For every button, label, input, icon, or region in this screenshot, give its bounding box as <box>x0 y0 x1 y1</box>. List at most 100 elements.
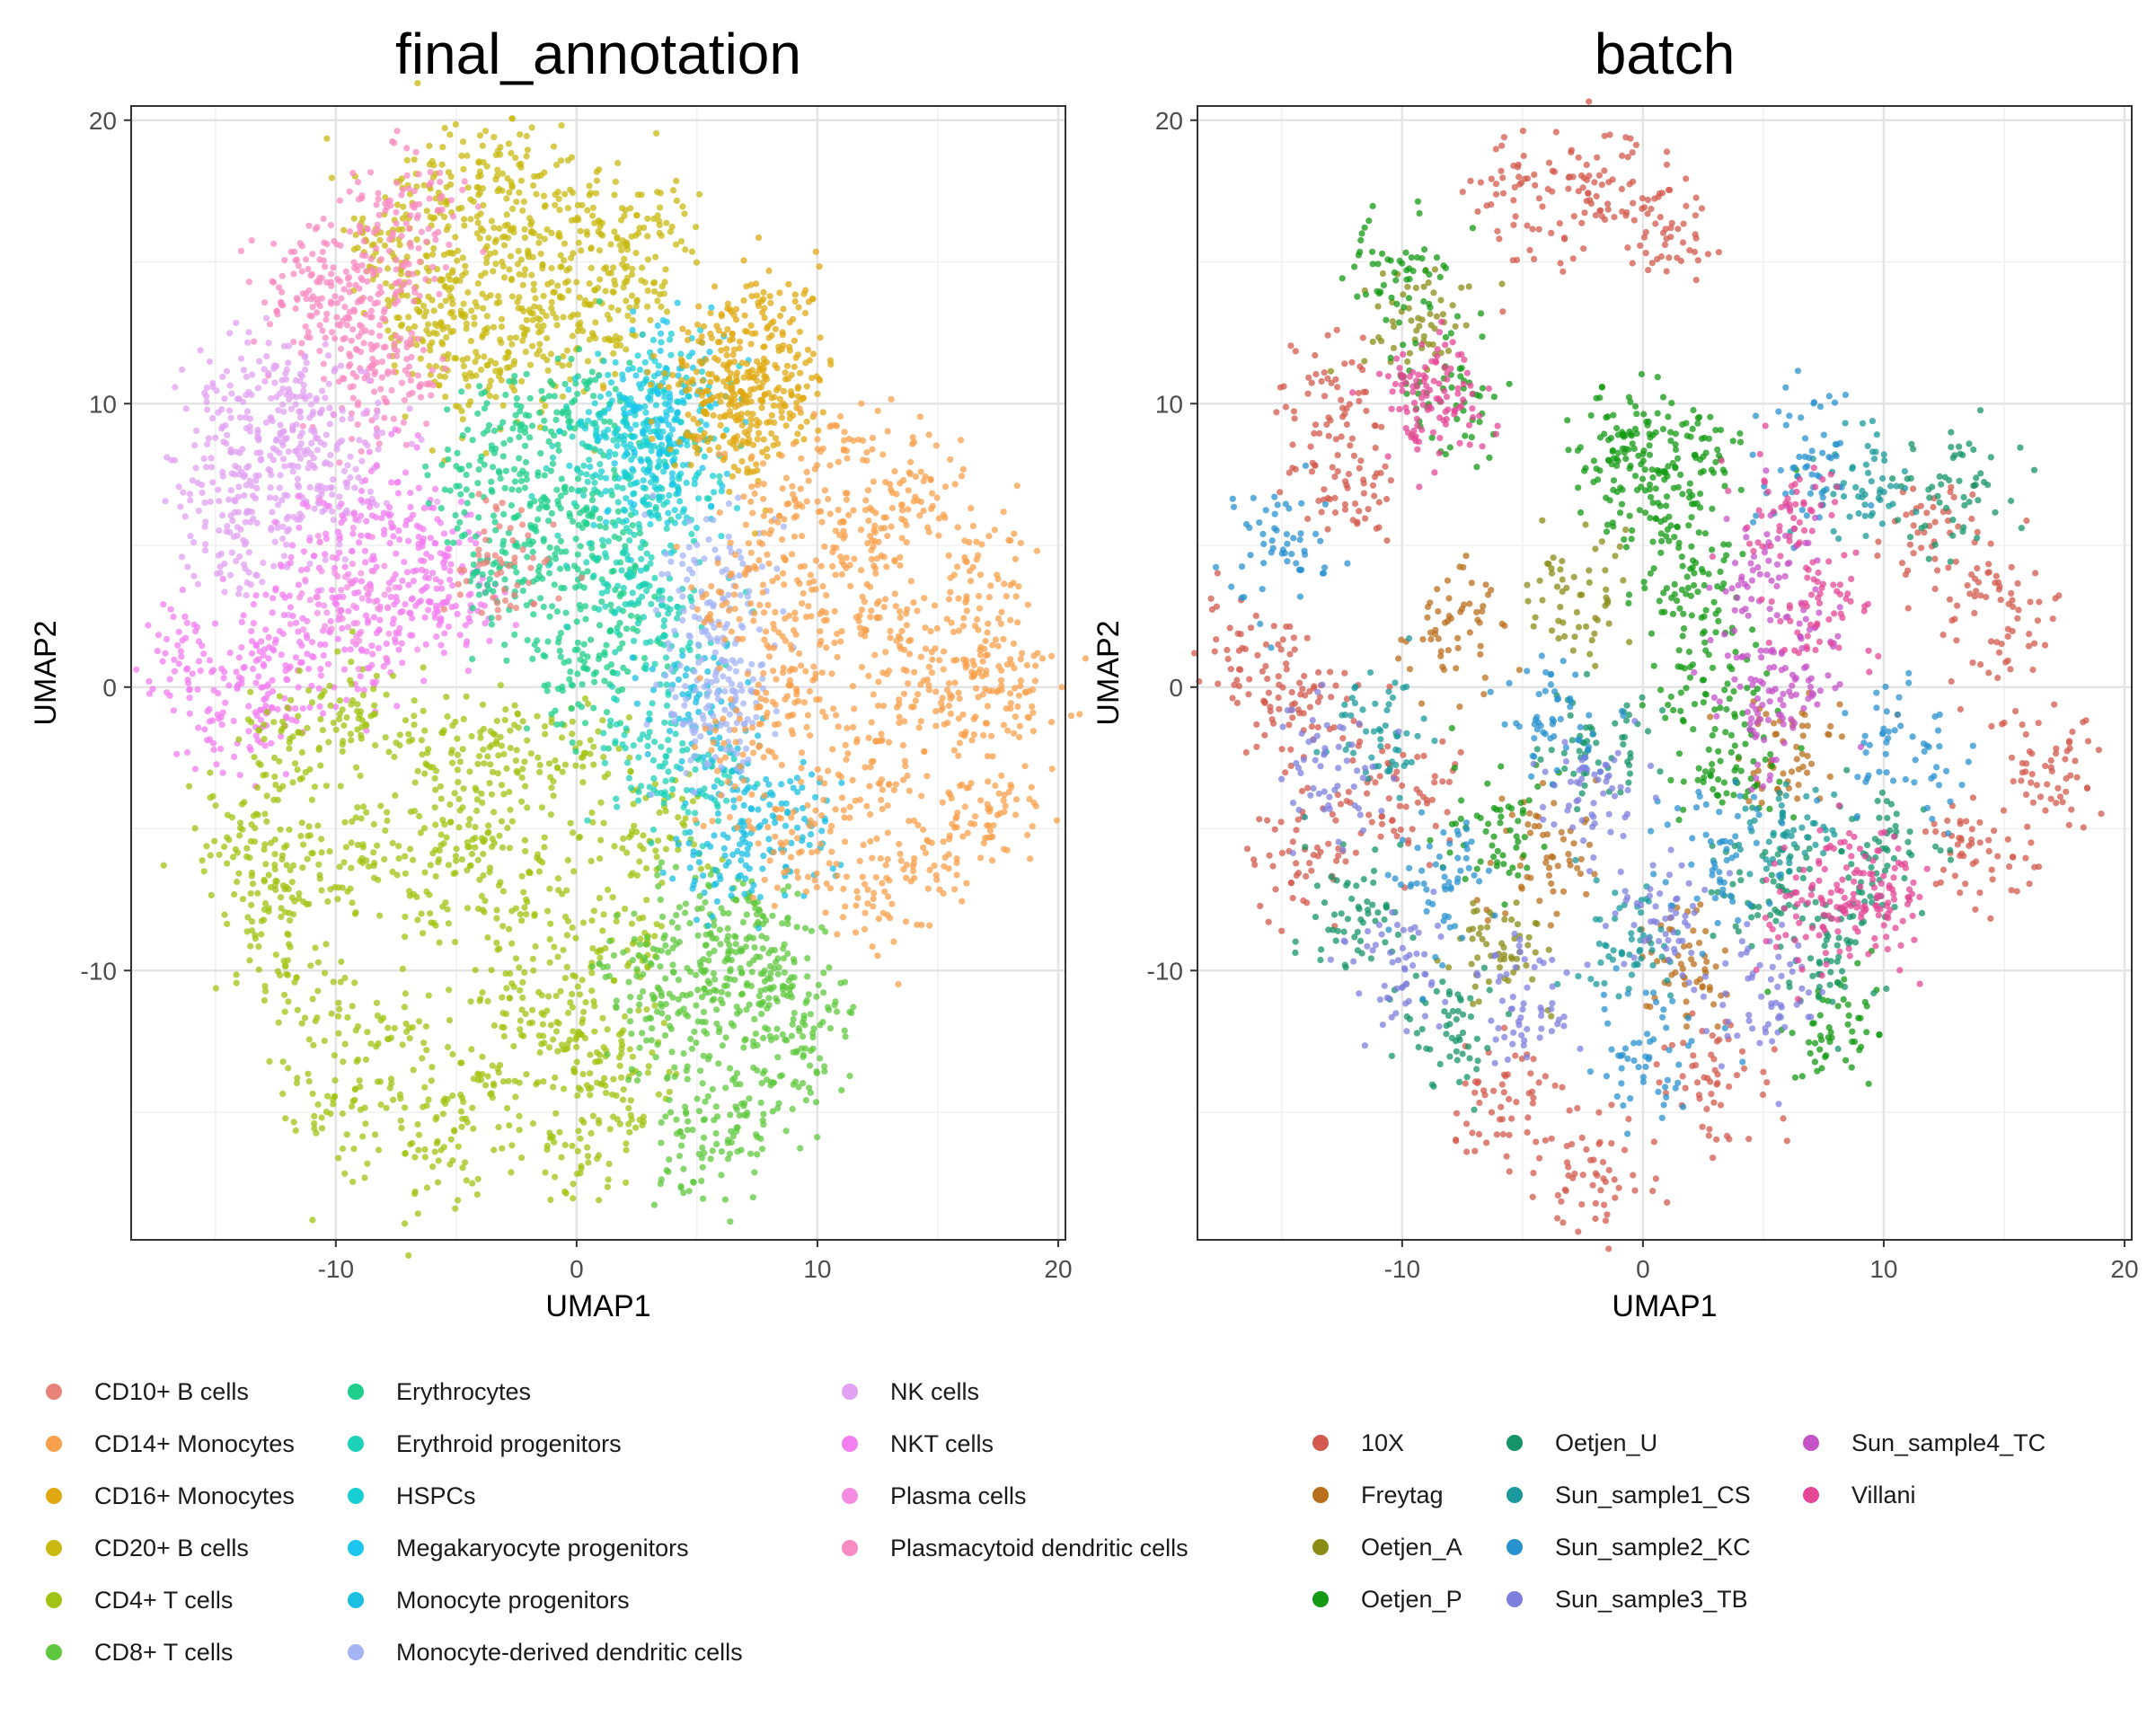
scatter-point <box>473 807 481 815</box>
scatter-point <box>159 658 166 665</box>
scatter-point <box>605 1160 613 1168</box>
scatter-point <box>534 350 541 358</box>
scatter-point <box>574 311 582 318</box>
scatter-point <box>695 495 702 502</box>
scatter-point <box>274 524 281 532</box>
scatter-point <box>182 405 190 412</box>
scatter-point <box>616 1120 624 1128</box>
scatter-point <box>619 550 626 557</box>
scatter-point <box>591 479 598 486</box>
scatter-point <box>523 725 531 732</box>
scatter-point <box>555 1020 562 1027</box>
scatter-point <box>421 770 429 777</box>
scatter-point <box>490 809 498 816</box>
scatter-point <box>412 148 420 155</box>
scatter-point <box>479 799 486 807</box>
scatter-point <box>403 145 411 152</box>
scatter-point <box>592 190 600 197</box>
scatter-point <box>615 517 623 525</box>
scatter-point <box>489 768 497 775</box>
scatter-point <box>681 822 688 829</box>
scatter-point <box>354 402 361 409</box>
scatter-point <box>693 525 701 532</box>
scatter-point <box>506 925 513 933</box>
scatter-point <box>494 770 501 777</box>
scatter-point <box>612 522 619 529</box>
scatter-point <box>604 588 611 595</box>
scatter-point <box>604 1026 611 1033</box>
scatter-point <box>349 170 357 177</box>
scatter-point <box>280 958 287 965</box>
scatter-point <box>386 1084 393 1092</box>
scatter-point <box>643 1037 650 1044</box>
scatter-point <box>455 1197 462 1204</box>
scatter-point <box>596 473 605 481</box>
scatter-point <box>343 696 350 703</box>
scatter-point <box>401 396 409 403</box>
scatter-point <box>309 251 316 258</box>
scatter-point <box>457 307 464 314</box>
scatter-point <box>812 1099 820 1106</box>
scatter-point <box>834 1008 841 1015</box>
scatter-point <box>466 369 473 376</box>
scatter-point <box>281 991 288 998</box>
scatter-point <box>247 889 254 898</box>
scatter-point <box>494 1065 501 1073</box>
scatter-point <box>588 330 596 337</box>
scatter-point <box>375 1146 383 1154</box>
scatter-point <box>375 190 382 197</box>
scatter-point <box>538 1010 545 1017</box>
scatter-point <box>702 792 710 800</box>
scatter-point <box>671 507 678 514</box>
scatter-point <box>444 406 451 413</box>
scatter-point <box>348 737 355 744</box>
scatter-point <box>516 1112 523 1119</box>
scatter-point <box>474 760 482 767</box>
scatter-point <box>317 672 324 679</box>
scatter-point <box>351 979 358 986</box>
scatter-point <box>585 700 592 708</box>
scatter-point <box>666 1156 673 1163</box>
scatter-point <box>548 711 555 718</box>
scatter-point <box>524 146 532 154</box>
scatter-point <box>736 1111 743 1119</box>
scatter-point <box>706 1052 713 1059</box>
scatter-point <box>432 846 439 854</box>
scatter-point <box>614 442 621 449</box>
scatter-point <box>654 984 661 991</box>
scatter-point <box>429 215 437 222</box>
scatter-point <box>658 947 665 954</box>
scatter-point <box>620 284 627 291</box>
scatter-point <box>841 1027 848 1034</box>
scatter-point <box>454 735 461 742</box>
scatter-point <box>754 911 761 918</box>
scatter-point <box>625 774 633 782</box>
scatter-point <box>318 836 325 843</box>
scatter-point <box>273 363 280 370</box>
scatter-point <box>289 462 296 469</box>
scatter-point <box>252 477 260 484</box>
scatter-point <box>524 553 531 561</box>
scatter-point <box>569 924 576 932</box>
scatter-point <box>236 414 244 421</box>
scatter-point <box>323 484 330 492</box>
scatter-point <box>391 340 398 347</box>
scatter-point <box>661 632 669 640</box>
scatter-point <box>601 1075 608 1082</box>
scatter-point <box>682 909 689 916</box>
scatter-point <box>290 1119 297 1126</box>
scatter-point <box>575 1128 582 1135</box>
scatter-point <box>339 624 346 632</box>
scatter-point <box>538 387 545 394</box>
scatter-point <box>620 835 627 843</box>
scatter-point <box>574 475 582 482</box>
scatter-point <box>588 963 596 970</box>
scatter-point <box>602 524 609 531</box>
scatter-point <box>651 739 658 746</box>
scatter-point <box>754 1041 761 1048</box>
scatter-point <box>278 905 285 912</box>
scatter-point <box>450 539 457 546</box>
scatter-point <box>235 471 243 478</box>
scatter-point <box>658 339 665 346</box>
scatter-point <box>409 389 416 396</box>
